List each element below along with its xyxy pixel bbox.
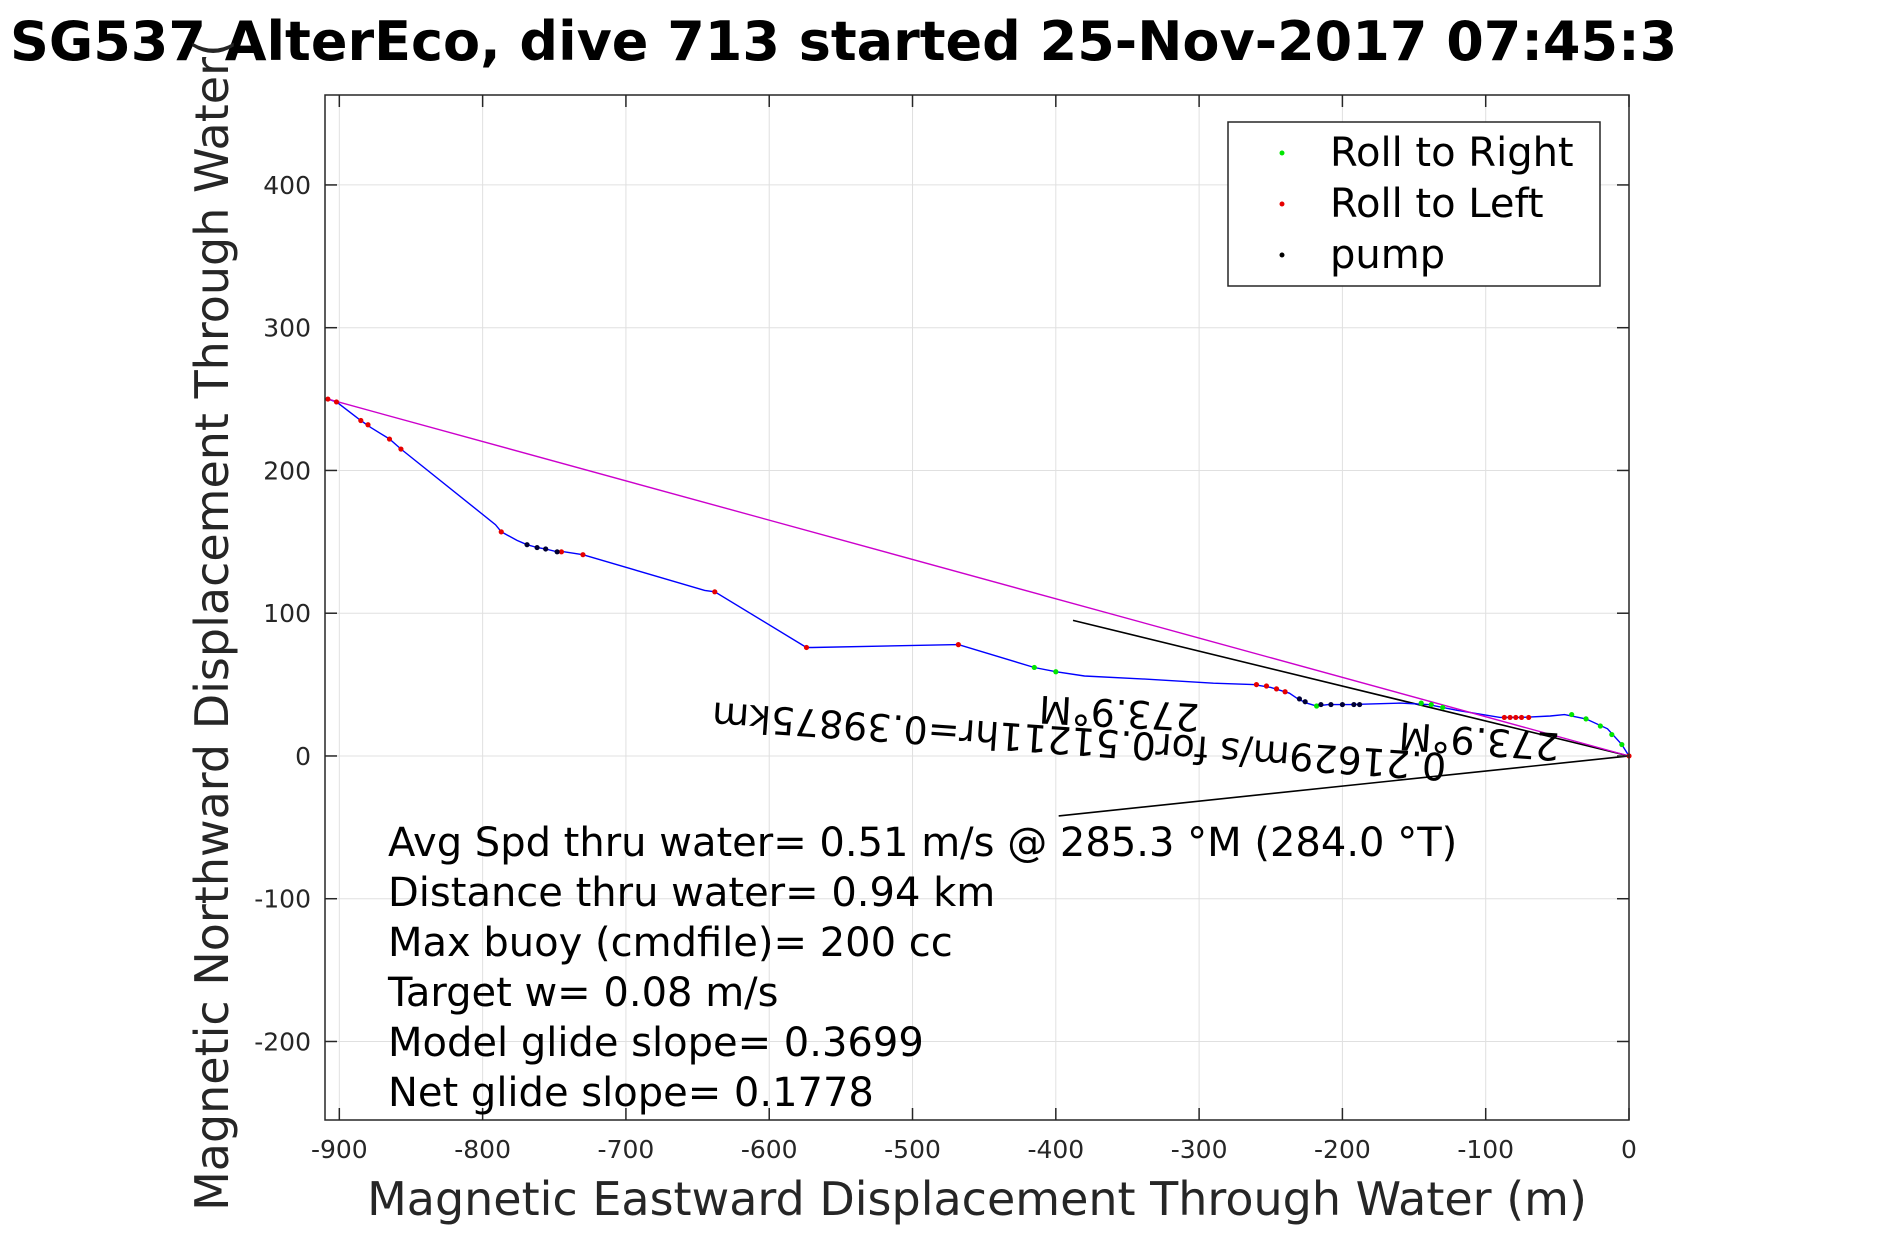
tick-label-y: 200 [263, 456, 311, 485]
reference-line [1058, 755, 1630, 817]
marker-pump [534, 544, 540, 551]
marker-roll-left [712, 589, 718, 595]
legend: Roll to Right Roll to Left pump [1227, 121, 1601, 287]
marker-roll-right [1569, 711, 1575, 718]
legend-marker-roll-right [1279, 150, 1285, 156]
x-axis-label: Magnetic Eastward Displacement Through W… [367, 1172, 1587, 1226]
legend-label-roll-right: Roll to Right [1330, 130, 1574, 176]
stat-max-buoy: Max buoy (cmdfile)= 200 cc [388, 920, 953, 966]
chart-title: SG537 AlterEco, dive 713 started 25-Nov-… [10, 10, 1677, 73]
y-axis-label: Magnetic Northward Displacement Through … [185, 39, 239, 1211]
stat-net-glide: Net glide slope= 0.1778 [388, 1070, 874, 1116]
annotation-heading-1: 273.9°M [1038, 687, 1201, 739]
marker-roll-left [333, 399, 340, 405]
marker-roll-left [1273, 686, 1280, 692]
marker-pump [1296, 696, 1303, 702]
marker-roll-right [1314, 703, 1320, 709]
marker-roll-right [1609, 731, 1615, 738]
tick-label-x: -100 [1457, 1135, 1514, 1164]
tick-label-x: -800 [454, 1135, 511, 1164]
marker-roll-left [358, 417, 364, 424]
marker-roll-left [1282, 689, 1288, 695]
marker-roll-right [1428, 701, 1434, 708]
tick-label-x: -500 [884, 1135, 941, 1164]
marker-roll-right [1597, 723, 1603, 729]
stat-avg-speed: Avg Spd thru water= 0.51 m/s @ 285.3 °M … [388, 820, 1457, 866]
tick-label-y: 100 [263, 599, 311, 628]
marker-roll-right [1031, 664, 1037, 671]
tick-label-x: -900 [311, 1135, 368, 1164]
marker-roll-left [558, 549, 565, 555]
tick-label-y: -100 [254, 885, 311, 914]
marker-pump [1339, 701, 1346, 708]
marker-roll-left [1526, 714, 1532, 721]
marker-roll-left [398, 446, 404, 452]
marker-roll-left [1513, 714, 1519, 721]
stats-block: Avg Spd thru water= 0.51 m/s @ 285.3 °M … [387, 820, 1457, 1116]
ticks: -900 -800 -700 -600 -500 -400 -300 -200 -100 0 -20… [254, 95, 1637, 1164]
marker-pump [1328, 701, 1334, 708]
marker-roll-left [498, 529, 504, 535]
marker-roll-right [1440, 704, 1446, 711]
marker-pump [543, 546, 549, 552]
stat-distance: Distance thru water= 0.94 km [388, 870, 995, 916]
tick-label-y: 0 [295, 742, 311, 771]
marker-pump [524, 542, 530, 548]
marker-roll-left [1253, 681, 1260, 688]
tick-label-x: -300 [1171, 1135, 1228, 1164]
axes-frame [324, 94, 1630, 1121]
marker-roll-right [1583, 716, 1589, 722]
marker-roll-left [1501, 714, 1507, 721]
marker-pump [1357, 701, 1363, 708]
marker-roll-left [1263, 683, 1270, 689]
marker-roll-left [325, 396, 331, 402]
tick-label-x: -200 [1314, 1135, 1371, 1164]
markers-layer [325, 396, 1632, 759]
reference-line [1072, 619, 1630, 757]
legend-label-pump: pump [1330, 232, 1445, 278]
marker-roll-right [1619, 741, 1625, 748]
tick-label-x: -400 [1027, 1135, 1084, 1164]
legend-marker-pump [1279, 252, 1285, 258]
marker-pump [554, 549, 560, 555]
stat-model-glide: Model glide slope= 0.3699 [388, 1020, 924, 1066]
tick-label-x: -600 [741, 1135, 798, 1164]
marker-roll-left [386, 436, 393, 442]
marker-roll-left [803, 644, 810, 651]
reference-lines [1058, 619, 1630, 817]
tick-label-x: -700 [598, 1135, 655, 1164]
marker-pump [1351, 701, 1357, 708]
tick-label-y: -200 [254, 1027, 311, 1056]
marker-pump [1318, 701, 1324, 708]
tick-label-y: 400 [263, 171, 311, 200]
tick-label-y: 300 [263, 314, 311, 343]
legend-box [1227, 121, 1601, 287]
marker-roll-left [1518, 714, 1525, 721]
track-line [327, 398, 1630, 757]
legend-marker-roll-left [1279, 201, 1285, 207]
tick-label-x: 0 [1621, 1135, 1637, 1164]
legend-label-roll-left: Roll to Left [1330, 181, 1544, 227]
marker-roll-right [1053, 669, 1059, 675]
marker-roll-left [580, 552, 586, 558]
marker-roll-right [1418, 700, 1424, 706]
direct-line [327, 398, 1630, 757]
series-layer [327, 398, 1630, 757]
marker-roll-left [955, 642, 961, 648]
marker-roll-left [365, 422, 371, 428]
marker-roll-left [1507, 714, 1513, 721]
marker-pump [1302, 699, 1308, 705]
stat-target-w: Target w= 0.08 m/s [387, 970, 778, 1016]
